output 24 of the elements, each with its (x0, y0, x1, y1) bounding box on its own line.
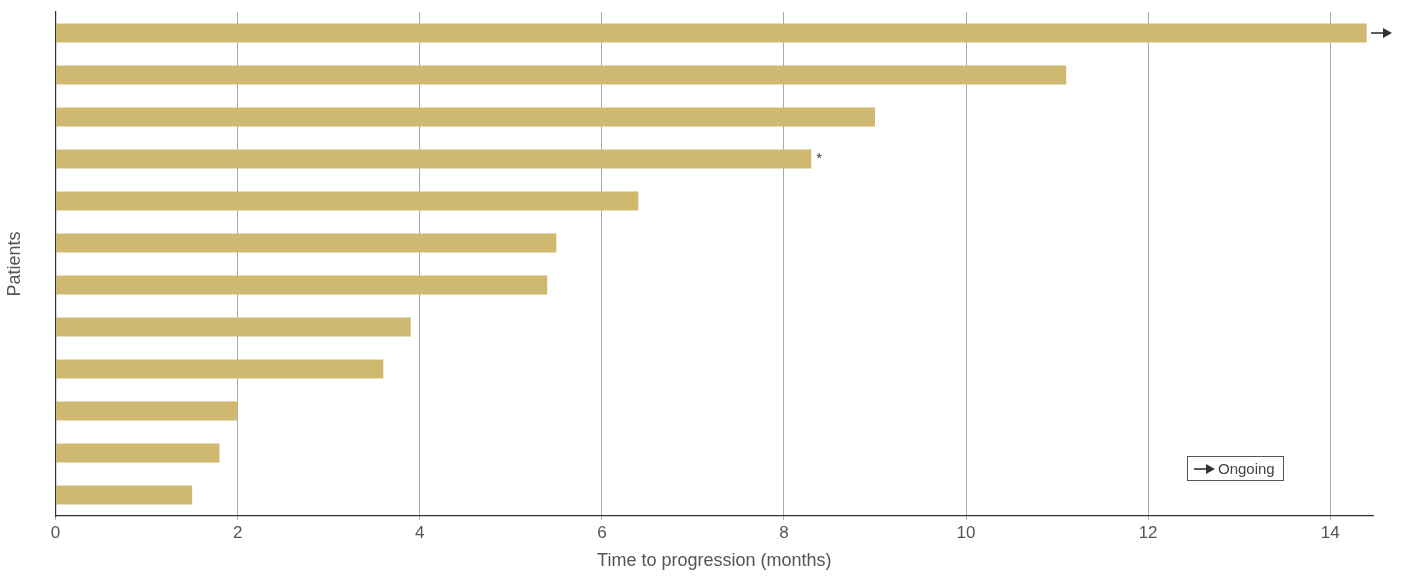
bar (56, 359, 384, 379)
bar (56, 275, 548, 295)
bar (56, 443, 220, 463)
annotation: Ongoing (1218, 460, 1275, 477)
x-tick-label: 4 (415, 522, 425, 542)
x-tick-label: 12 (1138, 522, 1158, 542)
bar (56, 149, 812, 169)
bar (56, 107, 875, 127)
x-tick-label: 6 (597, 522, 607, 542)
bar (56, 65, 1067, 85)
x-tick-label: 0 (50, 522, 61, 542)
x-tick-label: 8 (779, 522, 789, 542)
annotation: * (816, 149, 823, 167)
bar (56, 233, 557, 253)
x-tick-label: 14 (1320, 522, 1340, 542)
bar (56, 401, 238, 421)
x-axis-title: Time to progression (months) (597, 550, 832, 571)
bar (56, 191, 639, 211)
x-tick-label: 10 (956, 522, 976, 542)
y-axis-title: Patients (3, 231, 24, 297)
bar (56, 23, 1367, 43)
x-tick-label: 2 (232, 522, 243, 542)
bar (56, 317, 411, 337)
bar (56, 485, 193, 505)
